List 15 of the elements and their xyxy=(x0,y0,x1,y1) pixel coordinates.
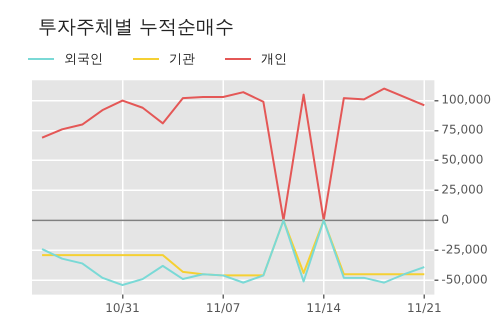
legend-label: 개인 xyxy=(260,51,287,68)
legend-label: 외국인 xyxy=(63,51,103,68)
chart-title: 투자주체별 누적순매수 xyxy=(38,15,234,40)
x-tick-label: 11/07 xyxy=(206,300,240,315)
y-tick-label: 100,000 xyxy=(441,92,491,107)
y-tick-label: 75,000 xyxy=(441,122,484,137)
y-tick-label: -50,000 xyxy=(441,272,488,286)
x-tick-label: 11/14 xyxy=(306,300,342,315)
x-tick-label: 11/21 xyxy=(407,300,442,315)
legend-label: 기관 xyxy=(168,51,195,68)
x-tick-label: 10/31 xyxy=(105,300,140,315)
y-tick-label: 50,000 xyxy=(441,152,484,167)
y-tick-label: 0 xyxy=(441,212,450,226)
y-tick-label: 25,000 xyxy=(441,182,484,197)
y-tick-label: -25,000 xyxy=(441,242,488,256)
